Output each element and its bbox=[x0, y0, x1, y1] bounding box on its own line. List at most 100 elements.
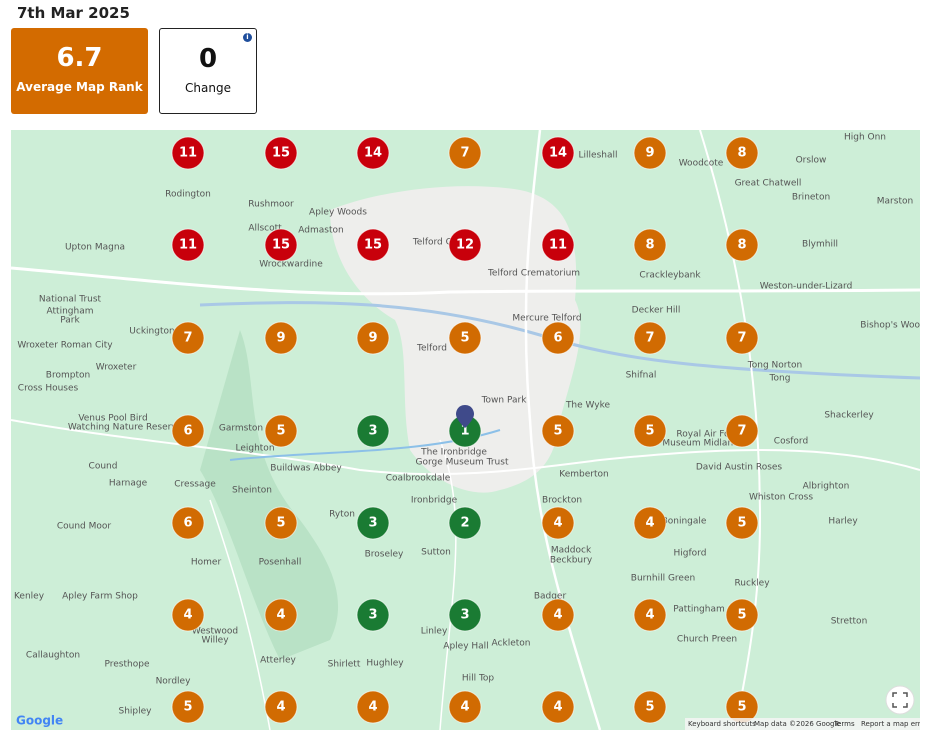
rank-marker[interactable] bbox=[356, 136, 390, 170]
rank-label: 5 bbox=[737, 700, 746, 715]
rank-marker[interactable] bbox=[725, 598, 759, 632]
rank-marker[interactable] bbox=[541, 598, 575, 632]
rank-marker[interactable] bbox=[633, 228, 667, 262]
place-label: Nordley bbox=[156, 677, 192, 687]
report-error[interactable]: Report a map error bbox=[861, 720, 920, 728]
rank-marker[interactable] bbox=[633, 598, 667, 632]
rank-marker[interactable] bbox=[725, 228, 759, 262]
place-label: Attingham bbox=[47, 307, 94, 317]
rank-marker[interactable] bbox=[633, 136, 667, 170]
rank-marker[interactable] bbox=[264, 506, 298, 540]
rank-marker[interactable] bbox=[171, 228, 205, 262]
place-label: Ackleton bbox=[492, 639, 531, 649]
rank-marker[interactable] bbox=[633, 690, 667, 724]
fullscreen-button[interactable] bbox=[885, 685, 915, 715]
rank-marker[interactable] bbox=[264, 598, 298, 632]
place-label: Telford Crematorium bbox=[487, 269, 580, 279]
place-label: Cressage bbox=[174, 480, 216, 490]
rank-marker[interactable] bbox=[264, 136, 298, 170]
place-label: Whiston Cross bbox=[749, 493, 813, 503]
rank-marker[interactable] bbox=[356, 321, 390, 355]
rank-label: 14 bbox=[549, 146, 567, 161]
rank-marker[interactable] bbox=[171, 414, 205, 448]
rank-marker[interactable] bbox=[448, 506, 482, 540]
rank-marker[interactable] bbox=[171, 598, 205, 632]
rank-marker[interactable] bbox=[541, 228, 575, 262]
place-label: Albrighton bbox=[803, 482, 850, 492]
place-label: Rodington bbox=[165, 190, 211, 200]
place-label: High Onn bbox=[844, 133, 886, 143]
rank-marker[interactable] bbox=[541, 414, 575, 448]
rank-marker[interactable] bbox=[356, 414, 390, 448]
rank-label: 12 bbox=[456, 238, 474, 253]
rank-label: 4 bbox=[276, 608, 285, 623]
rank-marker[interactable] bbox=[633, 414, 667, 448]
map[interactable]: High Onn Orslow Woodcote Lilleshall Great Ch… bbox=[11, 130, 920, 730]
rank-label: 15 bbox=[272, 146, 290, 161]
rank-label: 5 bbox=[553, 424, 562, 439]
attribution: Map data ©2026 Google bbox=[754, 720, 841, 728]
keyboard-shortcuts[interactable]: Keyboard shortcuts bbox=[688, 720, 756, 728]
rank-marker[interactable] bbox=[725, 414, 759, 448]
rank-marker[interactable] bbox=[725, 136, 759, 170]
rank-label: 11 bbox=[179, 146, 197, 161]
rank-label: 1 bbox=[460, 424, 469, 439]
rank-label: 7 bbox=[183, 331, 192, 346]
place-label: Apley Farm Shop bbox=[62, 592, 138, 602]
rank-marker[interactable] bbox=[448, 598, 482, 632]
rank-marker[interactable] bbox=[171, 321, 205, 355]
rank-marker[interactable] bbox=[541, 136, 575, 170]
rank-marker[interactable] bbox=[725, 506, 759, 540]
rank-marker[interactable] bbox=[541, 690, 575, 724]
place-label: Kemberton bbox=[559, 470, 608, 480]
rank-marker[interactable] bbox=[356, 690, 390, 724]
rank-marker[interactable] bbox=[448, 321, 482, 355]
rank-marker[interactable] bbox=[264, 228, 298, 262]
place-label: Lilleshall bbox=[579, 151, 618, 161]
rank-marker[interactable] bbox=[171, 136, 205, 170]
rank-marker[interactable] bbox=[264, 690, 298, 724]
rank-marker[interactable] bbox=[448, 690, 482, 724]
rank-marker[interactable] bbox=[725, 321, 759, 355]
rank-label: 8 bbox=[737, 146, 746, 161]
place-label: Decker Hill bbox=[632, 306, 681, 316]
rank-label: 4 bbox=[276, 700, 285, 715]
rank-marker[interactable] bbox=[264, 321, 298, 355]
rank-marker[interactable] bbox=[264, 414, 298, 448]
rank-label: 4 bbox=[460, 700, 469, 715]
rank-marker[interactable] bbox=[541, 321, 575, 355]
change-card: i 0 Change bbox=[159, 28, 257, 114]
rank-label: 5 bbox=[460, 331, 469, 346]
rank-marker[interactable] bbox=[171, 690, 205, 724]
card-label: Change bbox=[185, 81, 231, 95]
rank-marker[interactable] bbox=[356, 228, 390, 262]
date: 7th Mar 2025 bbox=[17, 4, 130, 22]
rank-label: 4 bbox=[645, 608, 654, 623]
rank-marker[interactable] bbox=[541, 506, 575, 540]
place-label: Pattingham bbox=[673, 605, 725, 615]
place-label: Harnage bbox=[109, 479, 148, 489]
rank-label: 11 bbox=[549, 238, 567, 253]
rank-marker[interactable] bbox=[356, 506, 390, 540]
info-icon[interactable]: i bbox=[243, 33, 252, 42]
place-label: Shackerley bbox=[824, 411, 874, 421]
rank-label: 3 bbox=[460, 608, 469, 623]
place-label: The Ironbridge bbox=[420, 448, 487, 458]
rank-marker[interactable] bbox=[356, 598, 390, 632]
rank-label: 14 bbox=[364, 146, 382, 161]
place-label: Brineton bbox=[792, 193, 830, 203]
rank-label: 5 bbox=[276, 424, 285, 439]
rank-marker[interactable] bbox=[448, 228, 482, 262]
rank-marker[interactable] bbox=[633, 506, 667, 540]
place-label: Park bbox=[60, 316, 80, 326]
rank-label: 11 bbox=[179, 238, 197, 253]
rank-marker[interactable] bbox=[171, 506, 205, 540]
rank-marker[interactable] bbox=[448, 136, 482, 170]
place-label: Badger bbox=[534, 592, 567, 602]
place-label: Hughley bbox=[366, 659, 404, 669]
terms[interactable]: Terms bbox=[833, 720, 855, 728]
place-label: Tong bbox=[769, 374, 791, 384]
rank-marker[interactable] bbox=[633, 321, 667, 355]
footer-bar bbox=[685, 718, 920, 730]
